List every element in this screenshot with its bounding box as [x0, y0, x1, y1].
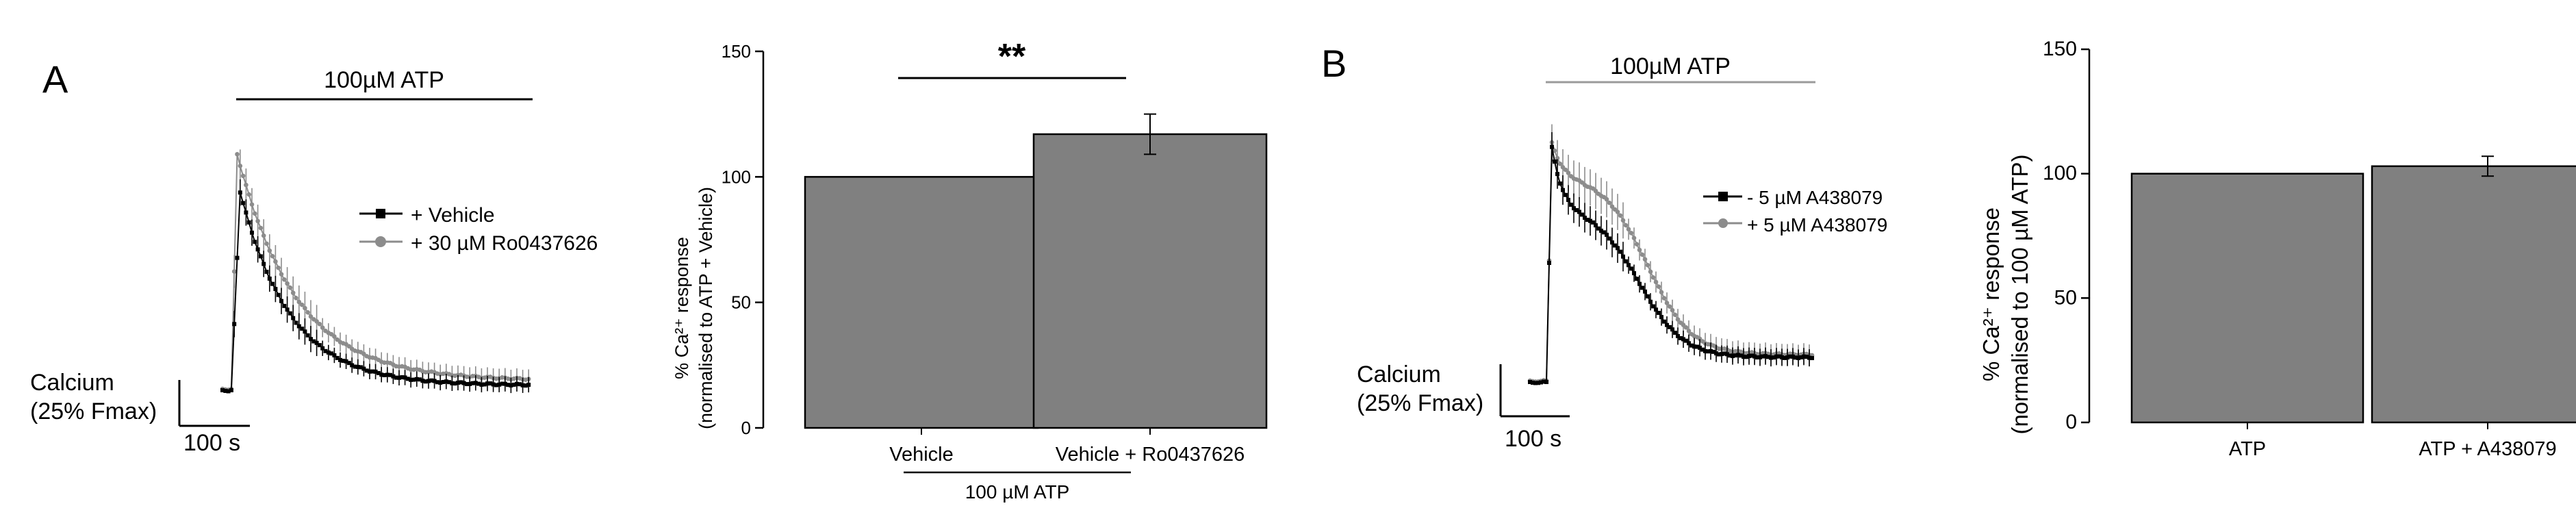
y-tick-label: 100 [2043, 162, 2077, 185]
panel-a-bar-chart: 0 50 100 150 Vehicle Vehicle + Ro0437626 % Ca… [672, 37, 1268, 503]
x-tick-label: ATP [2229, 438, 2266, 460]
group-label-a: 100 µM ATP [965, 481, 1070, 503]
y-tick-label: 50 [2054, 286, 2077, 309]
x-tick-label: Vehicle + Ro0437626 [1056, 444, 1245, 466]
panel-b-label: B [1321, 42, 1347, 85]
bar-plot-b: 0 50 100 150 ATP ATP + A438079 [2043, 38, 2576, 460]
y-tick-label: 100 [722, 166, 751, 187]
bar [2130, 173, 2364, 424]
trace-line [222, 192, 529, 392]
y-tick-label: 0 [741, 418, 751, 438]
legend-marker-plus [1718, 218, 1728, 228]
bar [804, 176, 1039, 429]
scale-y-label-b1: Calcium [1357, 361, 1441, 387]
trace-series-black [220, 179, 531, 394]
trace-series-black [1528, 132, 1814, 385]
legend-marker-ro [375, 236, 386, 247]
legend-marker-minus [1718, 192, 1728, 201]
trace-line [1529, 147, 1813, 384]
y-tick-label: 150 [2043, 38, 2077, 60]
bar-a-ylabel-2: (normalised to ATP + Vehicle) [696, 187, 716, 429]
bar-b-ylabel-2: (normalised to 100 µM ATP) [2007, 154, 2032, 434]
scale-y-label-b2: (25% Fmax) [1357, 390, 1483, 416]
significance-stars: ** [998, 37, 1026, 77]
scale-y-label-a2: (25% Fmax) [30, 398, 157, 424]
legend-label-minus: - 5 µM A438079 [1747, 187, 1883, 208]
legend-label-ro: + 30 µM Ro0437626 [411, 232, 598, 255]
panel-b-trace: B 100µM ATP - 5 µM A438079 + 5 µM A43807… [1321, 42, 1887, 452]
trace-plot-b [1527, 124, 1815, 385]
panel-a-trace: A 100µM ATP + Vehicle + 30 µM Ro0437626 … [30, 58, 598, 456]
y-tick-label: 50 [731, 292, 751, 313]
stim-label-b: 100µM ATP [1610, 53, 1731, 79]
y-tick-label: 150 [722, 41, 751, 62]
legend-marker-vehicle [376, 209, 385, 218]
y-tick-label: 0 [2065, 411, 2077, 433]
scale-x-label-b: 100 s [1505, 426, 1561, 452]
legend-label-vehicle: + Vehicle [411, 204, 495, 227]
bar-plot-a: 0 50 100 150 Vehicle Vehicle + Ro0437626 [722, 41, 1268, 466]
bar [2371, 165, 2576, 424]
data-point [1810, 356, 1814, 361]
scale-y-label-a1: Calcium [30, 370, 114, 396]
x-tick-label: ATP + A438079 [2419, 438, 2556, 460]
panel-a-label: A [42, 58, 68, 101]
bar [1032, 133, 1268, 429]
bar-a-ylabel-1: % Ca²⁺ response [672, 237, 692, 379]
panel-b-bar-chart: 0 50 100 150 ATP ATP + A438079 % Ca²⁺ respons… [1978, 38, 2576, 460]
trace-plot-a [220, 149, 531, 394]
bar-b-ylabel-1: % Ca²⁺ response [1978, 207, 2004, 381]
legend-label-plus: + 5 µM A438079 [1747, 214, 1887, 236]
trace-series-gray [1527, 124, 1815, 384]
stim-label-a: 100µM ATP [324, 67, 444, 93]
x-tick-label: Vehicle [889, 444, 954, 466]
scale-x-label-a: 100 s [183, 430, 240, 456]
trace-line [222, 154, 529, 391]
data-point [526, 382, 531, 387]
